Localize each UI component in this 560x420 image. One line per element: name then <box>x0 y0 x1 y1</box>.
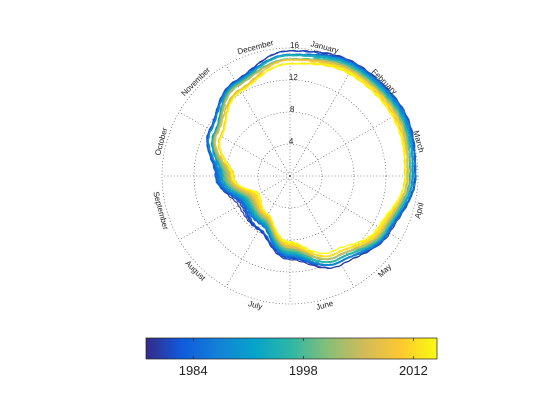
series-group <box>206 49 417 270</box>
month-label-december: December <box>236 38 274 56</box>
grid-spoke <box>225 175 291 288</box>
month-label-october: October <box>153 126 169 156</box>
series-line-2015 <box>219 62 407 255</box>
month-label-april: April <box>413 202 426 220</box>
colorbar-gradient <box>145 337 438 360</box>
month-label-june: June <box>315 299 335 312</box>
grid-spoke <box>225 64 291 177</box>
grid-spoke <box>178 175 291 241</box>
grid-spoke <box>289 111 402 177</box>
radial-tick-label: 4 <box>289 137 294 146</box>
grid-spoke <box>289 64 355 177</box>
radial-tick-label: 8 <box>290 105 295 114</box>
radial-tick-label: 16 <box>290 41 299 50</box>
radial-tick-label: 12 <box>289 73 298 82</box>
colorbar-tick-label: 1984 <box>179 363 208 378</box>
month-label-september: September <box>151 191 170 231</box>
month-label-november: November <box>180 65 213 98</box>
grid-spoke <box>289 175 355 288</box>
month-label-may: May <box>376 262 393 279</box>
colorbar-tick-label: 1998 <box>289 363 318 378</box>
grid-circle-16 <box>161 47 419 305</box>
grid-spoke <box>289 175 402 241</box>
series-line-1987 <box>207 53 414 267</box>
colorbar: 1984 1998 2012 <box>145 337 438 378</box>
grid-spoke <box>178 111 291 177</box>
colorbar-tick-label: 2012 <box>399 363 428 378</box>
month-label-july: July <box>247 299 263 311</box>
